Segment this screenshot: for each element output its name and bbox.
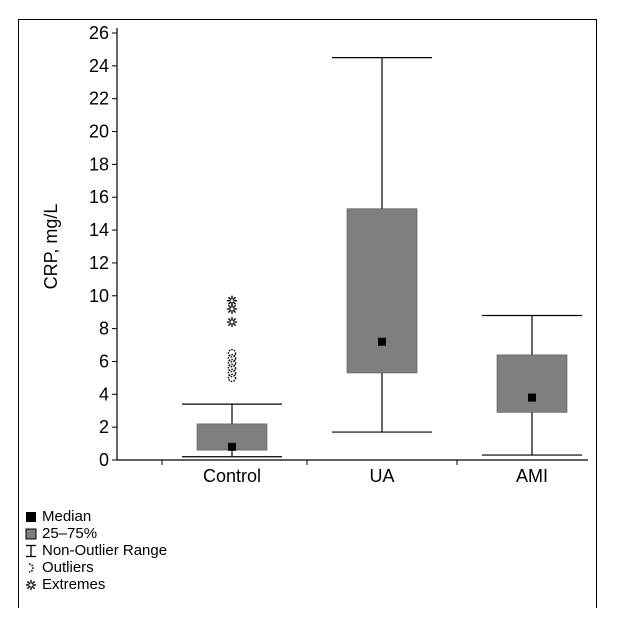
legend-item-outliers: Outliers [24,559,167,576]
legend-label-range: Non-Outlier Range [42,542,168,559]
legend-item-range: Non-Outlier Range [24,542,167,559]
y-tick-label: 10 [89,286,109,306]
extreme-stroke [228,322,232,326]
iqr-box [346,208,418,374]
iqr-box [496,354,568,413]
y-tick-label: 20 [89,122,109,142]
x-tick-label: UA [369,466,394,486]
median-marker [528,393,536,402]
extreme-stroke [232,305,236,309]
extreme-marker-icon [25,579,37,590]
y-tick-label: 16 [89,187,109,207]
legend-label-median: Median [42,508,92,525]
outlier-marker [227,368,237,378]
y-tick-label: 26 [89,23,109,43]
legend-item-median: Median [24,508,167,525]
legend-label-outliers: Outliers [42,559,94,576]
box-group-ami [482,314,582,456]
legend-item-iqr: 25–75% [24,525,167,542]
y-tick-label: 6 [99,351,109,371]
x-tick-label: AMI [516,466,548,486]
outlier-marker [227,363,237,373]
extreme-stroke [228,305,232,309]
median-marker [378,337,386,346]
median-marker [228,442,236,451]
median-marker-icon [26,511,36,522]
legend-label-iqr: 25–75% [42,525,98,542]
extreme-stroke [228,318,232,322]
y-tick-label: 14 [89,220,109,240]
y-axis-label: CRP, mg/L [41,204,61,290]
extreme-stroke [232,301,236,305]
y-tick-label: 0 [99,450,109,470]
legend-item-extremes: Extremes [24,576,167,593]
y-tick-label: 12 [89,253,109,273]
extreme-stroke [228,309,232,313]
extreme-marker [226,316,238,328]
box-group-control [182,295,282,458]
extreme-stroke [232,322,236,326]
extreme-stroke [232,309,236,313]
y-tick-label: 24 [89,56,109,76]
extreme-marker [226,303,238,315]
extreme-marker [226,295,238,306]
iqr-box-icon [25,528,37,539]
y-tick-label: 8 [99,319,109,339]
extreme-stroke [232,318,236,322]
y-tick-label: 18 [89,154,109,174]
y-tick-label: 4 [99,384,109,404]
y-tick-label: 2 [99,417,109,437]
outlier-marker [227,353,237,363]
extreme-stroke [228,301,232,305]
extreme-stroke [228,296,232,300]
outlier-marker [227,348,237,358]
whisker-range-icon [26,544,36,557]
chart-frame [18,19,597,608]
legend-label-extremes: Extremes [42,576,106,593]
extreme-stroke [232,296,236,300]
outlier-marker-icon [28,562,34,573]
box-group-ua [332,57,432,433]
y-tick-label: 22 [89,89,109,109]
outlier-marker [227,358,237,368]
x-tick-label: Control [203,466,261,486]
legend: Median 25–75% Non-Outlier Range Outliers [24,508,167,593]
outlier-marker [227,373,237,383]
